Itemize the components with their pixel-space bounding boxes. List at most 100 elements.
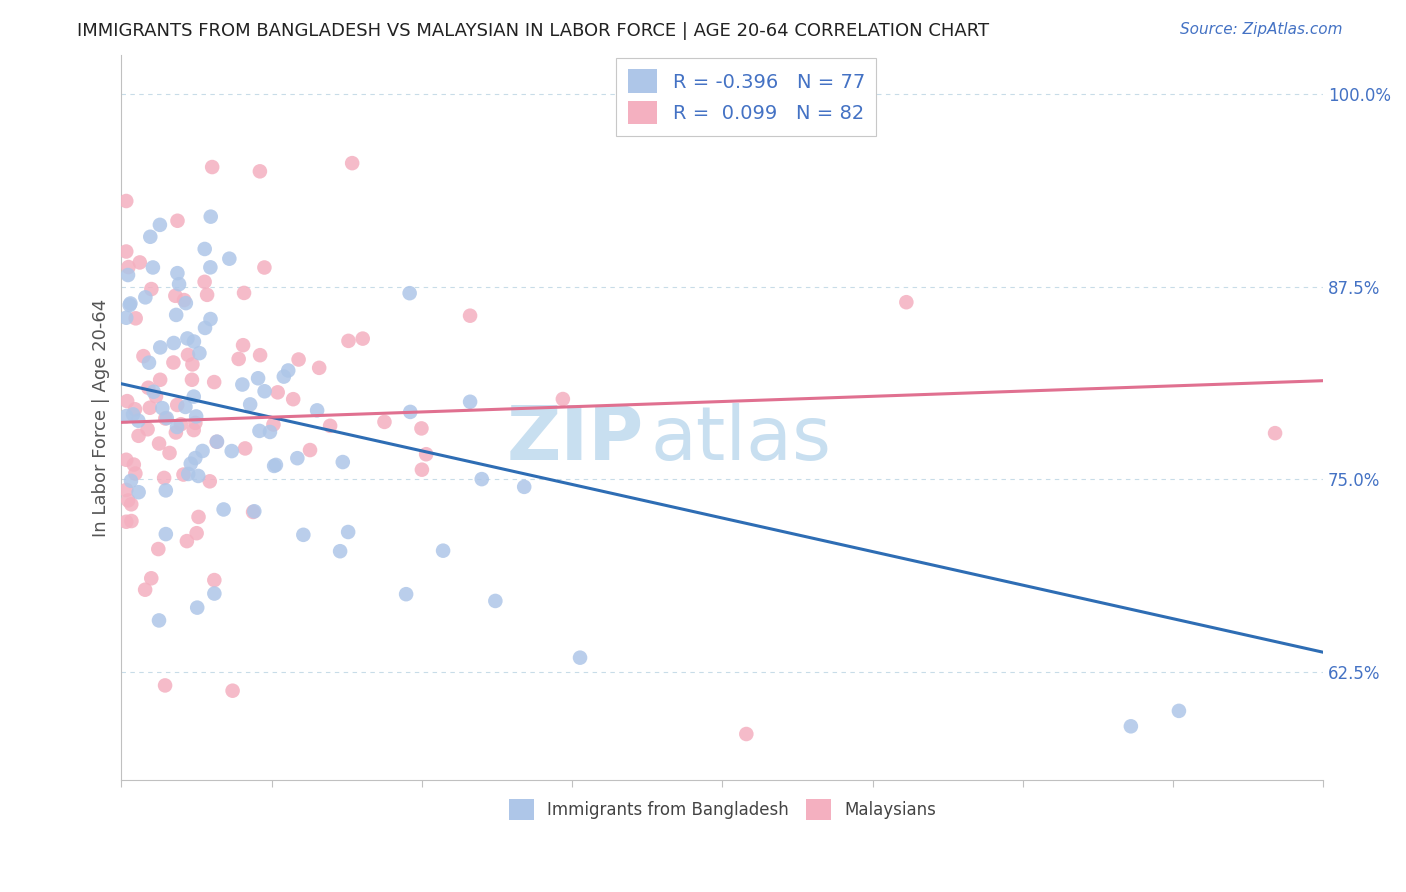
- Point: [263, 458, 285, 473]
- Point: [242, 505, 264, 519]
- Point: [155, 527, 177, 541]
- Legend: Immigrants from Bangladesh, Malaysians: Immigrants from Bangladesh, Malaysians: [502, 793, 942, 826]
- Point: [484, 594, 506, 608]
- Point: [120, 514, 142, 528]
- Point: [142, 384, 165, 399]
- Point: [735, 727, 758, 741]
- Point: [329, 544, 352, 558]
- Point: [166, 266, 188, 280]
- Point: [149, 218, 172, 232]
- Point: [298, 443, 321, 458]
- Point: [115, 194, 138, 208]
- Point: [569, 650, 592, 665]
- Point: [149, 373, 172, 387]
- Point: [259, 425, 281, 439]
- Point: [398, 286, 420, 301]
- Point: [186, 409, 208, 424]
- Point: [218, 252, 240, 266]
- Point: [1119, 719, 1142, 733]
- Point: [174, 400, 197, 414]
- Point: [232, 338, 254, 352]
- Point: [177, 467, 200, 481]
- Point: [228, 351, 250, 366]
- Point: [399, 405, 422, 419]
- Point: [332, 455, 354, 469]
- Point: [308, 360, 330, 375]
- Point: [127, 414, 149, 428]
- Point: [273, 369, 295, 384]
- Point: [551, 392, 574, 406]
- Point: [176, 534, 198, 549]
- Point: [340, 156, 363, 170]
- Point: [117, 268, 139, 282]
- Point: [200, 210, 222, 224]
- Point: [159, 446, 181, 460]
- Point: [177, 348, 200, 362]
- Point: [170, 417, 193, 432]
- Point: [205, 434, 228, 449]
- Point: [198, 475, 221, 489]
- Text: atlas: atlas: [650, 403, 831, 476]
- Point: [118, 298, 141, 312]
- Point: [194, 242, 217, 256]
- Point: [187, 510, 209, 524]
- Point: [176, 331, 198, 345]
- Point: [283, 392, 305, 407]
- Point: [180, 457, 202, 471]
- Point: [115, 409, 138, 423]
- Point: [337, 334, 360, 348]
- Point: [267, 385, 290, 400]
- Point: [149, 340, 172, 354]
- Point: [120, 296, 142, 310]
- Point: [249, 164, 271, 178]
- Point: [337, 524, 360, 539]
- Point: [247, 371, 270, 385]
- Point: [115, 244, 138, 259]
- Point: [128, 485, 150, 500]
- Point: [128, 255, 150, 269]
- Point: [264, 458, 287, 472]
- Point: [148, 436, 170, 450]
- Text: ZIP: ZIP: [508, 403, 644, 476]
- Point: [148, 542, 170, 557]
- Point: [253, 384, 276, 399]
- Point: [150, 401, 173, 416]
- Point: [186, 526, 208, 541]
- Point: [188, 346, 211, 360]
- Point: [200, 260, 222, 275]
- Point: [194, 275, 217, 289]
- Point: [243, 504, 266, 518]
- Point: [202, 586, 225, 600]
- Point: [128, 429, 150, 443]
- Point: [132, 349, 155, 363]
- Point: [124, 402, 146, 417]
- Point: [205, 434, 228, 449]
- Point: [125, 311, 148, 326]
- Point: [122, 408, 145, 422]
- Point: [513, 480, 536, 494]
- Point: [183, 334, 205, 349]
- Point: [166, 420, 188, 434]
- Point: [174, 296, 197, 310]
- Point: [285, 451, 308, 466]
- Point: [253, 260, 276, 275]
- Point: [173, 293, 195, 307]
- Point: [183, 423, 205, 437]
- Point: [292, 528, 315, 542]
- Point: [191, 444, 214, 458]
- Point: [139, 229, 162, 244]
- Point: [187, 469, 209, 483]
- Point: [181, 373, 204, 387]
- Point: [458, 394, 481, 409]
- Point: [115, 515, 138, 529]
- Point: [122, 458, 145, 472]
- Point: [277, 363, 299, 377]
- Point: [145, 389, 167, 403]
- Point: [166, 213, 188, 227]
- Text: Source: ZipAtlas.com: Source: ZipAtlas.com: [1180, 22, 1343, 37]
- Point: [148, 614, 170, 628]
- Point: [221, 683, 243, 698]
- Point: [166, 398, 188, 412]
- Point: [162, 355, 184, 369]
- Point: [153, 678, 176, 692]
